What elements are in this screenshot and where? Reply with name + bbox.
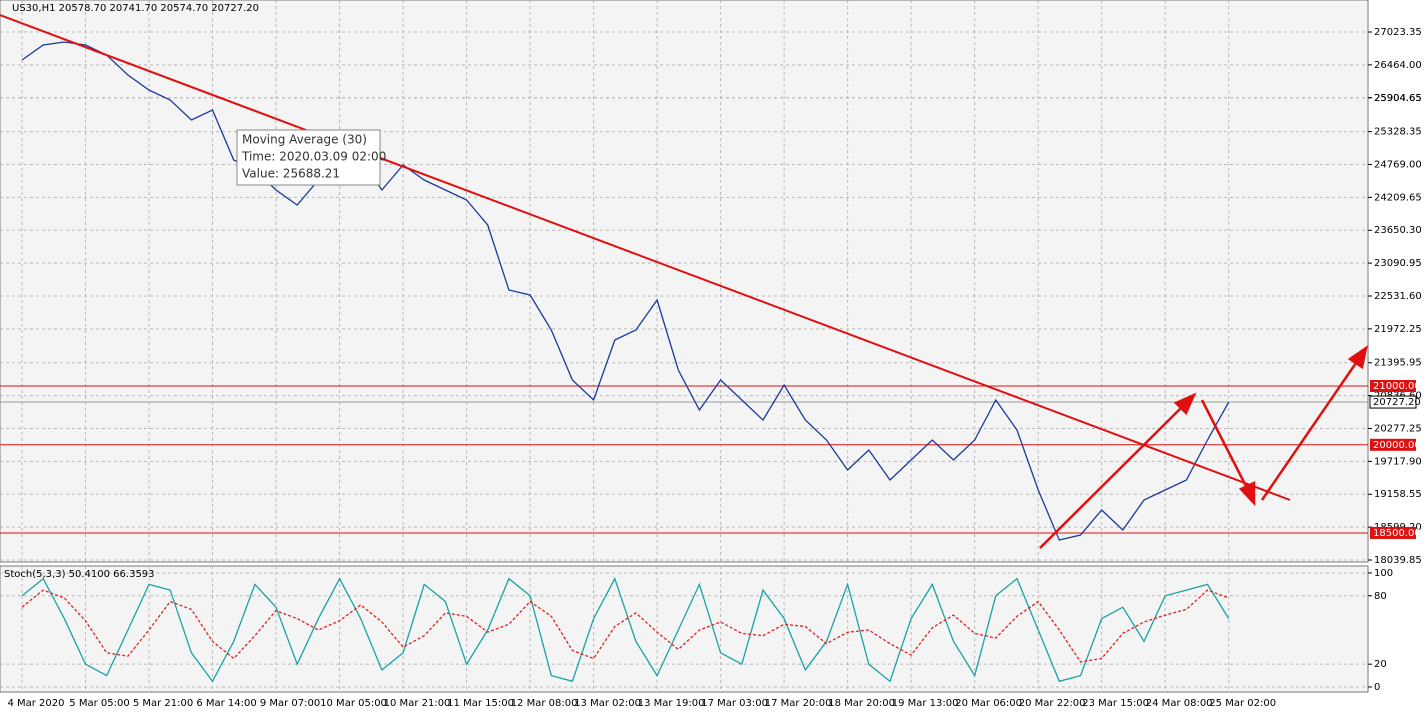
stoch-panel xyxy=(0,565,1369,693)
x-tick-label: 13 Mar 19:00 xyxy=(638,698,705,709)
y-tick-label: 21395.95 xyxy=(1374,358,1422,369)
main-panel xyxy=(0,0,1369,563)
current-price-box xyxy=(1369,395,1417,409)
x-tick-label: 20 Mar 22:00 xyxy=(1019,698,1086,709)
trend-line xyxy=(0,14,1291,501)
y-tick-label: 18039.85 xyxy=(1374,555,1422,566)
x-tick-label: 25 Mar 02:00 xyxy=(1209,698,1276,709)
symbol-header: US30,H1 20578.70 20741.70 20574.70 20727… xyxy=(12,3,259,14)
y-tick-label: 100 xyxy=(1374,568,1393,579)
x-tick-label: 10 Mar 05:00 xyxy=(320,698,387,709)
x-tick-label: 13 Mar 02:00 xyxy=(574,698,641,709)
current-price-label: 20727.20 xyxy=(1373,397,1421,408)
y-tick-label: 22531.60 xyxy=(1374,291,1422,302)
axis-labels: 21000.00 20000.00 18500.00 20727.20 xyxy=(1369,380,1421,539)
y-tick-label: 21972.25 xyxy=(1374,324,1422,335)
level-label: 20000.00 xyxy=(1373,440,1421,451)
y-tick-label: 25328.35 xyxy=(1374,127,1422,138)
x-tick-label: 20 Mar 06:00 xyxy=(955,698,1022,709)
y-tick-label: 23090.95 xyxy=(1374,258,1422,269)
x-tick-label: 19 Mar 13:00 xyxy=(892,698,959,709)
x-tick-label: 12 Mar 08:00 xyxy=(511,698,578,709)
x-tick-label: 18 Mar 20:00 xyxy=(828,698,895,709)
y-tick-label: 20 xyxy=(1374,659,1387,670)
series-line xyxy=(21,577,1230,683)
x-tick-label: 17 Mar 20:00 xyxy=(765,698,832,709)
y-tick-label: 80 xyxy=(1374,591,1387,602)
x-tick-label: 23 Mar 15:00 xyxy=(1082,698,1149,709)
y-tick-label: 25904.65 xyxy=(1374,93,1422,104)
arrows xyxy=(1039,345,1368,549)
y-tick-label: 19158.55 xyxy=(1374,489,1422,500)
y-tick-label: 19717.90 xyxy=(1374,456,1422,467)
level-label-box xyxy=(1370,380,1416,393)
y-tick-label: 25904.65 xyxy=(1374,93,1422,104)
y-tick-label: 26464.00 xyxy=(1374,60,1422,71)
level-label: 21000.00 xyxy=(1373,381,1421,392)
level-label-box xyxy=(1370,438,1416,451)
x-tick-label: 5 Mar 21:00 xyxy=(133,698,193,709)
tooltip-line: Moving Average (30) xyxy=(242,133,367,147)
x-tick-label: 6 Mar 14:00 xyxy=(196,698,256,709)
tooltip: Moving Average (30) Time: 2020.03.09 02:… xyxy=(236,129,386,186)
x-tick-label: 4 Mar 2020 xyxy=(7,698,64,709)
y-tick-label: 27023.35 xyxy=(1374,27,1422,38)
tooltip-box xyxy=(236,129,381,186)
y-tick-label: 0 xyxy=(1374,682,1380,693)
x-tick-label: 9 Mar 07:00 xyxy=(260,698,320,709)
y-tick-label: 24209.65 xyxy=(1374,192,1422,203)
tooltip-line: Time: 2020.03.09 02:00 xyxy=(241,150,386,164)
level-label: 18500.00 xyxy=(1373,528,1421,539)
y-tick-label: 23650.30 xyxy=(1374,225,1422,236)
stoch-title: Stoch(5,3,3) 50.4100 66.3593 xyxy=(4,569,155,580)
x-tick-label: 11 Mar 15:00 xyxy=(447,698,514,709)
x-tick-label: 10 Mar 21:00 xyxy=(384,698,451,709)
x-tick-label: 5 Mar 05:00 xyxy=(69,698,129,709)
x-tick-label: 24 Mar 08:00 xyxy=(1146,698,1213,709)
y-tick-label: 24769.00 xyxy=(1374,159,1422,170)
series-line xyxy=(21,41,1230,541)
level-label-box xyxy=(1370,526,1416,539)
tooltip-line: Value: 25688.21 xyxy=(242,167,340,181)
y-tick-label: 20277.25 xyxy=(1374,423,1422,434)
x-tick-label: 17 Mar 03:00 xyxy=(701,698,768,709)
